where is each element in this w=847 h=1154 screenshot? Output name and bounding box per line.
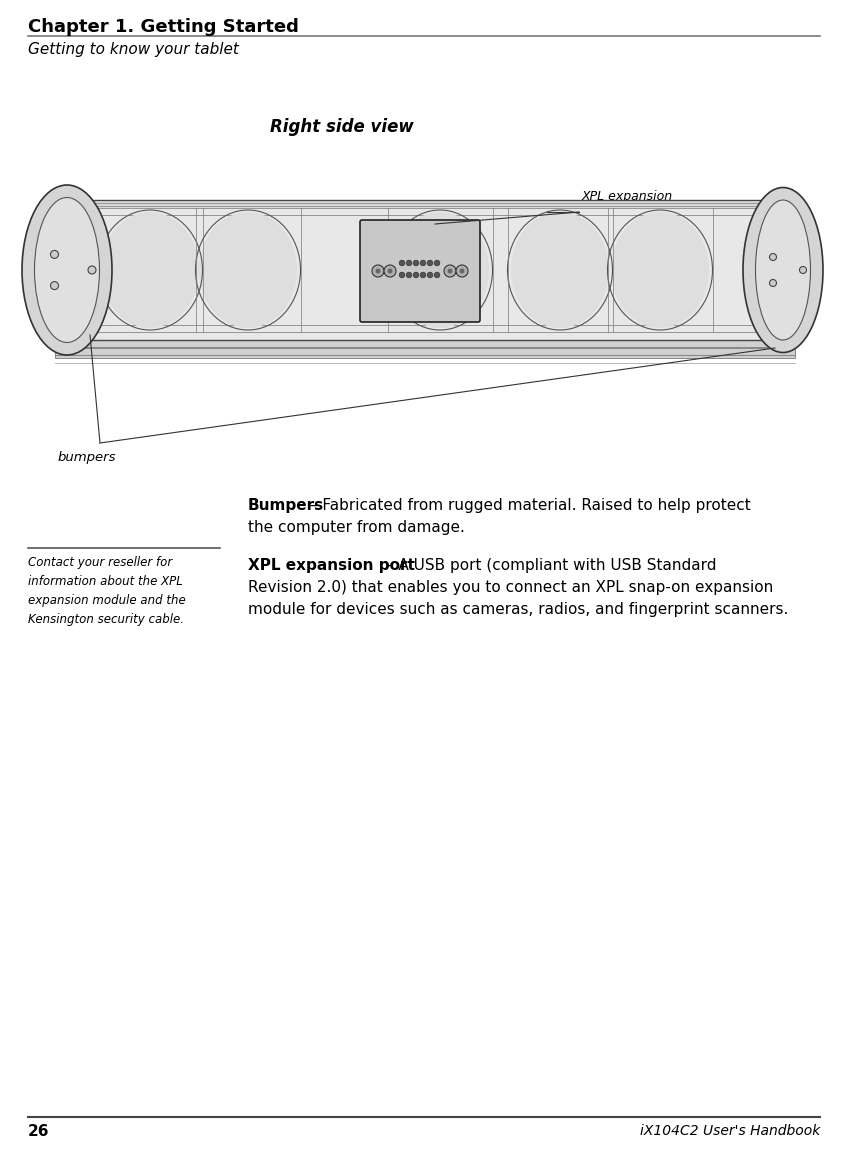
- Text: Bumpers: Bumpers: [248, 499, 324, 514]
- Ellipse shape: [35, 197, 99, 343]
- Circle shape: [427, 260, 433, 265]
- Circle shape: [88, 267, 96, 273]
- Circle shape: [427, 272, 433, 278]
- Text: port: port: [596, 207, 622, 219]
- Text: – Fabricated from rugged material. Raised to help protect: – Fabricated from rugged material. Raise…: [305, 499, 750, 514]
- Circle shape: [420, 260, 426, 265]
- Ellipse shape: [199, 212, 297, 328]
- Circle shape: [384, 265, 396, 277]
- Circle shape: [435, 272, 440, 278]
- Ellipse shape: [743, 187, 823, 352]
- Text: Revision 2.0) that enables you to connect an XPL snap-on expansion: Revision 2.0) that enables you to connec…: [248, 580, 773, 595]
- Circle shape: [444, 265, 456, 277]
- Circle shape: [420, 272, 426, 278]
- Text: XPL expansion: XPL expansion: [582, 190, 673, 203]
- Text: 26: 26: [28, 1124, 49, 1139]
- Bar: [65, 200, 785, 340]
- Ellipse shape: [391, 212, 489, 328]
- Circle shape: [460, 269, 464, 273]
- Text: the computer from damage.: the computer from damage.: [248, 520, 465, 535]
- Circle shape: [413, 272, 418, 278]
- Text: bumpers: bumpers: [58, 451, 117, 464]
- Circle shape: [375, 269, 380, 273]
- Bar: [55, 349, 795, 358]
- Text: Chapter 1. Getting Started: Chapter 1. Getting Started: [28, 18, 299, 36]
- Text: Getting to know your tablet: Getting to know your tablet: [28, 42, 239, 57]
- Text: module for devices such as cameras, radios, and fingerprint scanners.: module for devices such as cameras, radi…: [248, 602, 789, 617]
- Circle shape: [770, 254, 777, 261]
- Circle shape: [399, 260, 405, 265]
- Circle shape: [387, 269, 392, 273]
- Ellipse shape: [511, 212, 609, 328]
- Circle shape: [407, 260, 412, 265]
- Ellipse shape: [611, 212, 709, 328]
- Circle shape: [800, 267, 806, 273]
- Text: iX104C2 User's Handbook: iX104C2 User's Handbook: [639, 1124, 820, 1138]
- Circle shape: [51, 250, 58, 258]
- Bar: [60, 150, 800, 390]
- Text: Right side view: Right side view: [270, 118, 413, 136]
- Text: Contact your reseller for
information about the XPL
expansion module and the
Ken: Contact your reseller for information ab…: [28, 556, 185, 625]
- Circle shape: [413, 260, 418, 265]
- Ellipse shape: [101, 212, 199, 328]
- Circle shape: [435, 260, 440, 265]
- Bar: [55, 335, 795, 347]
- Circle shape: [770, 279, 777, 286]
- Ellipse shape: [756, 200, 811, 340]
- Ellipse shape: [22, 185, 112, 355]
- Circle shape: [51, 282, 58, 290]
- FancyBboxPatch shape: [360, 220, 480, 322]
- Circle shape: [399, 272, 405, 278]
- Text: XPL expansion port: XPL expansion port: [248, 559, 415, 574]
- Text: – A USB port (compliant with USB Standard: – A USB port (compliant with USB Standar…: [381, 559, 717, 574]
- Circle shape: [372, 265, 384, 277]
- Circle shape: [407, 272, 412, 278]
- Circle shape: [456, 265, 468, 277]
- Circle shape: [447, 269, 452, 273]
